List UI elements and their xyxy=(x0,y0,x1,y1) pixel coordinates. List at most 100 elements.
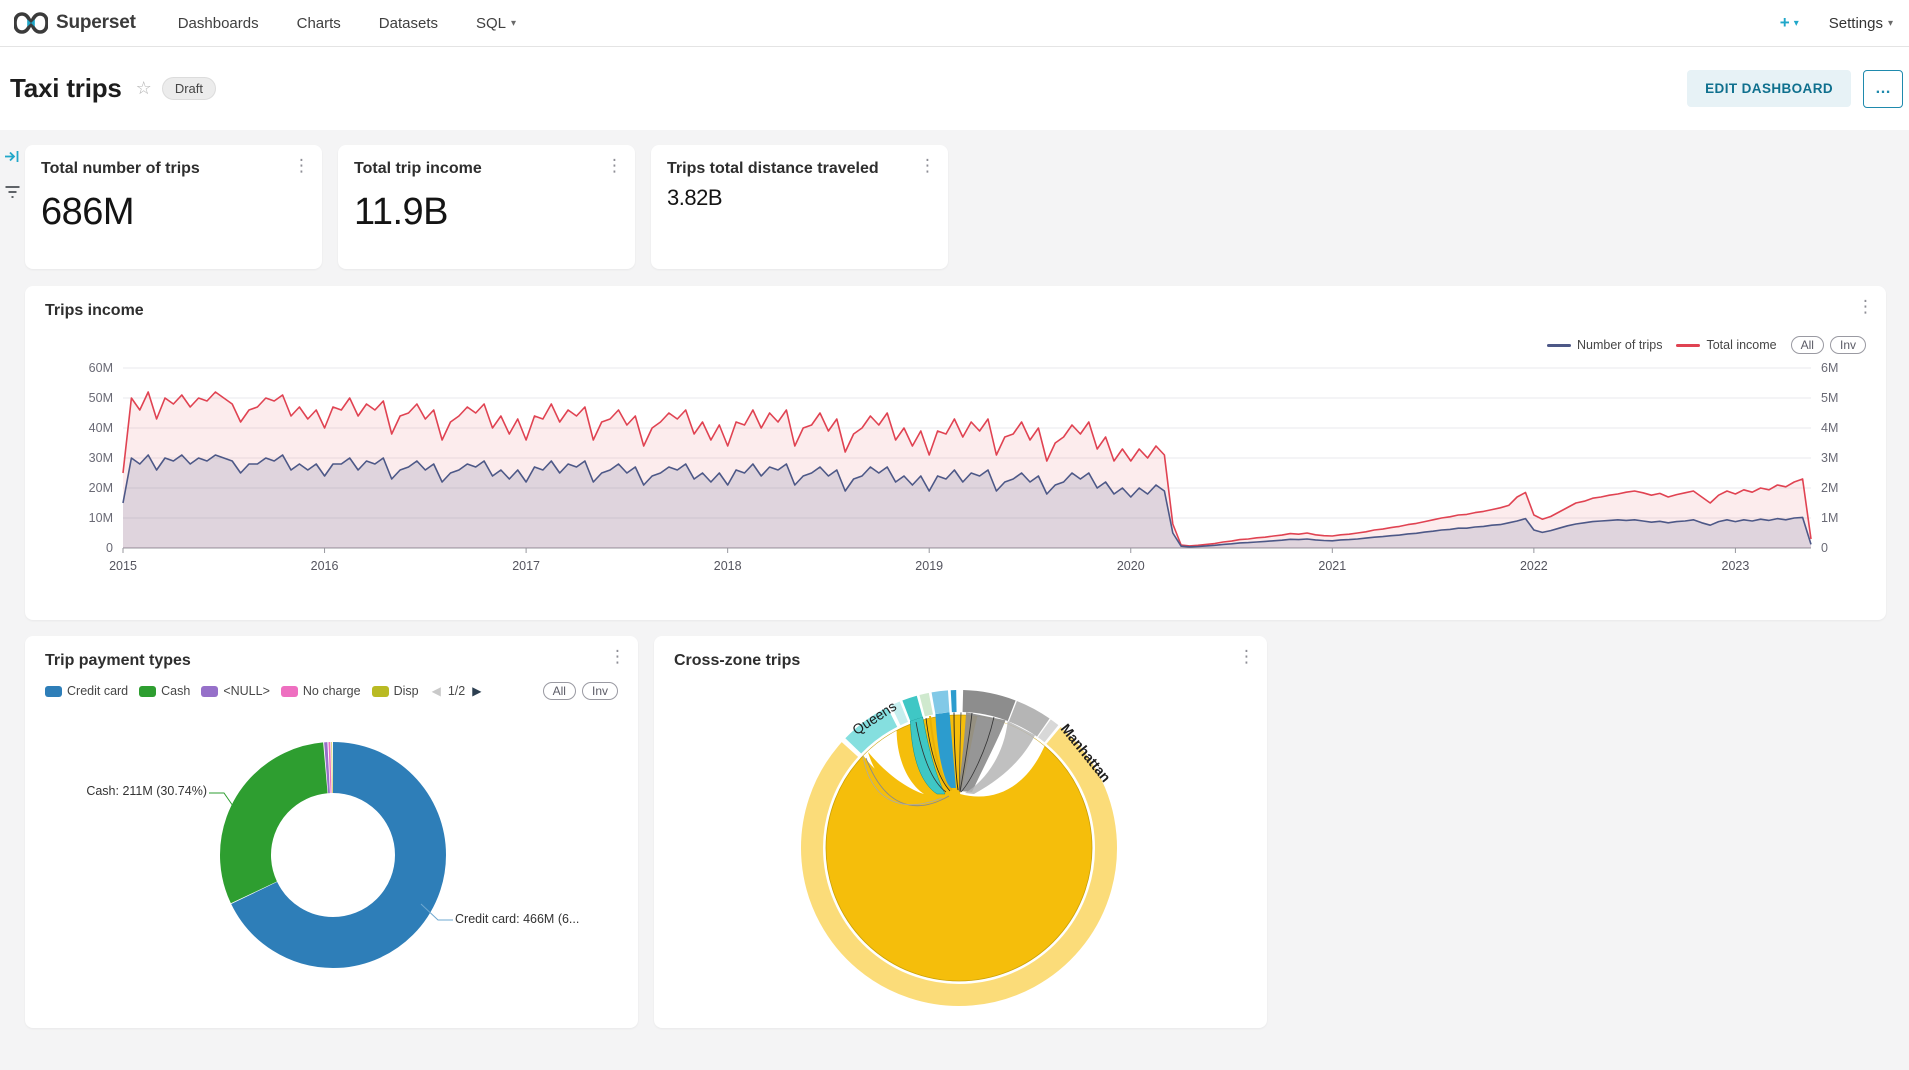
time-series-chart: 60M 6M 50M 5M 40M 4M 30M 3M 20M 2M 10M 1M 0 0 2015 2016… xyxy=(45,358,1866,613)
trips-income-chart-svg: 60M 6M 50M 5M 40M 4M 30M 3M 20M 2M 10M 1M 0 0 2015 2016… xyxy=(89,361,1839,573)
legend-label: Number of trips xyxy=(1577,338,1663,352)
svg-text:50M: 50M xyxy=(89,391,113,405)
svg-text:4M: 4M xyxy=(1821,421,1838,435)
slice-label-credit-card: Credit card: 466M (6... xyxy=(455,912,580,926)
kpi-row: Total number of trips ⋮ 686M Total trip … xyxy=(25,145,1886,269)
legend-item-number-of-trips[interactable]: Number of trips xyxy=(1547,338,1662,352)
kebab-menu-icon[interactable]: ⋮ xyxy=(606,156,623,175)
legend-item[interactable]: Credit card xyxy=(45,684,128,698)
settings-menu[interactable]: Settings ▾ xyxy=(1829,15,1893,32)
legend-line-swatch xyxy=(1676,343,1701,347)
svg-text:5M: 5M xyxy=(1821,391,1838,405)
kebab-menu-icon[interactable]: ⋮ xyxy=(293,156,310,175)
nav-item-datasets[interactable]: Datasets xyxy=(379,15,438,32)
page-title: Taxi trips xyxy=(10,73,122,103)
legend-inv-button[interactable]: Inv xyxy=(581,682,618,700)
kpi-value: 11.9B xyxy=(354,191,448,234)
plus-label: + xyxy=(1779,13,1790,32)
panel-title: Trips income xyxy=(45,302,144,319)
legend-inv-button[interactable]: Inv xyxy=(1829,336,1866,354)
legend-label: Credit card xyxy=(67,684,129,698)
kpi-title: Trips total distance traveled xyxy=(667,160,879,177)
filter-rail xyxy=(0,140,25,199)
panel-title: Trip payment types xyxy=(45,652,191,669)
svg-text:60M: 60M xyxy=(89,361,113,375)
navbar-right: + ▾ Settings ▾ xyxy=(1780,13,1893,33)
filter-icon[interactable] xyxy=(4,185,21,199)
pagination-next-icon[interactable]: ▶ xyxy=(472,684,482,698)
svg-text:2015: 2015 xyxy=(109,559,137,573)
expand-filter-bar-icon[interactable] xyxy=(4,148,21,165)
legend-label: Disp xyxy=(393,684,419,698)
kpi-card-trip-income: Total trip income ⋮ 11.9B xyxy=(338,145,635,269)
top-navbar: Superset Dashboards Charts Datasets SQL ▾ + ▾… xyxy=(0,0,1909,47)
dashboard-header: Taxi trips ☆ Draft EDIT DASHBOARD … xyxy=(0,47,1909,130)
nav-item-sql[interactable]: SQL ▾ xyxy=(476,15,516,32)
nav-menu: Dashboards Charts Datasets SQL ▾ xyxy=(178,15,516,32)
svg-text:0: 0 xyxy=(1821,541,1828,555)
kebab-menu-icon[interactable]: ⋮ xyxy=(1238,647,1255,666)
legend-item[interactable]: <NULL> xyxy=(201,684,270,698)
chevron-down-icon: ▾ xyxy=(511,17,517,29)
svg-text:2022: 2022 xyxy=(1520,559,1548,573)
superset-infinity-icon xyxy=(14,12,48,34)
legend-swatch xyxy=(280,685,298,697)
legend-item[interactable]: Cash xyxy=(139,684,190,698)
dashboard-more-button[interactable]: … xyxy=(1863,69,1903,108)
legend-all-button[interactable]: All xyxy=(1790,336,1824,354)
nav-item-label: Charts xyxy=(296,14,341,32)
edit-dashboard-button[interactable]: EDIT DASHBOARD xyxy=(1687,70,1851,107)
pagination-prev-icon[interactable]: ◀ xyxy=(431,684,441,698)
legend-swatch xyxy=(371,685,389,697)
legend-item[interactable]: Disp xyxy=(371,684,419,698)
legend-item-total-income[interactable]: Total income xyxy=(1676,338,1777,352)
trip-payment-types-panel: Trip payment types ⋮ Credit card Cash <NUL… xyxy=(25,636,638,1028)
favorite-star-icon[interactable]: ☆ xyxy=(135,78,152,98)
donut-chart: Cash: 211M (30.74%) Credit card: 466M (6… xyxy=(25,636,638,1028)
add-button[interactable]: + ▾ xyxy=(1780,13,1799,33)
slice-label-cash: Cash: 211M (30.74%) xyxy=(86,784,207,798)
kebab-menu-icon[interactable]: ⋮ xyxy=(609,647,626,666)
panel-title: Cross-zone trips xyxy=(674,652,801,669)
svg-text:2023: 2023 xyxy=(1722,559,1750,573)
pagination-label: 1/2 xyxy=(447,684,466,698)
chevron-down-icon: ▾ xyxy=(1793,17,1799,29)
trips-income-panel: Trips income ⋮ Number of trips Total inc… xyxy=(25,286,1886,620)
svg-text:20M: 20M xyxy=(89,481,113,495)
nav-item-label: Dashboards xyxy=(177,14,259,32)
nav-item-charts[interactable]: Charts xyxy=(297,15,341,32)
svg-text:2017: 2017 xyxy=(512,559,540,573)
legend-swatch xyxy=(139,685,157,697)
svg-text:40M: 40M xyxy=(89,421,113,435)
svg-text:30M: 30M xyxy=(89,451,113,465)
legend-label: Cash xyxy=(161,684,191,698)
nav-item-dashboards[interactable]: Dashboards xyxy=(178,15,259,32)
donut-chart-svg xyxy=(209,742,453,968)
legend-item[interactable]: No charge xyxy=(280,684,361,698)
chord-diagram: Queens Manhattan xyxy=(654,636,1267,1028)
legend-all-button[interactable]: All xyxy=(542,682,576,700)
bottom-panels-row: Trip payment types ⋮ Credit card Cash <NUL… xyxy=(25,636,1886,1028)
kpi-title: Total trip income xyxy=(354,160,482,177)
legend-swatch xyxy=(201,685,219,697)
kebab-menu-icon[interactable]: ⋮ xyxy=(919,156,936,175)
settings-label: Settings xyxy=(1828,14,1883,32)
svg-text:10M: 10M xyxy=(89,511,113,525)
legend-label: Total income xyxy=(1706,338,1777,352)
nav-item-label: Datasets xyxy=(378,14,438,32)
kpi-card-total-trips: Total number of trips ⋮ 686M xyxy=(25,145,322,269)
legend-pagination: ◀ 1/2 ▶ xyxy=(432,684,482,698)
dashboard-content: Total number of trips ⋮ 686M Total trip … xyxy=(0,130,1909,1070)
nav-item-label: SQL xyxy=(476,14,507,32)
svg-text:2021: 2021 xyxy=(1318,559,1346,573)
svg-text:2016: 2016 xyxy=(311,559,339,573)
status-badge: Draft xyxy=(161,77,216,100)
kebab-menu-icon[interactable]: ⋮ xyxy=(1857,297,1874,316)
svg-text:2020: 2020 xyxy=(1117,559,1145,573)
kpi-value: 686M xyxy=(41,191,135,234)
legend-label: No charge xyxy=(302,684,361,698)
svg-text:0: 0 xyxy=(106,541,113,555)
kpi-card-total-distance: Trips total distance traveled ⋮ 3.82B xyxy=(651,145,948,269)
superset-logo[interactable]: Superset xyxy=(14,12,136,34)
